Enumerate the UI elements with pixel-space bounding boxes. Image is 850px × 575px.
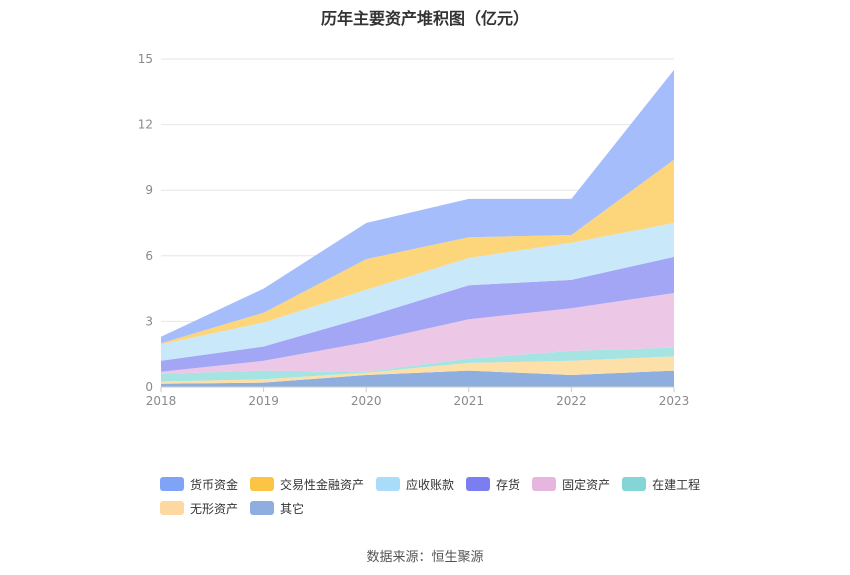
y-tick-label: 15	[138, 52, 153, 66]
legend-swatch	[250, 477, 275, 491]
legend-item[interactable]: 应收账款	[376, 476, 454, 493]
legend-label: 其它	[280, 501, 305, 516]
legend-label: 固定资产	[562, 477, 611, 492]
legend-item[interactable]: 交易性金融资产	[250, 476, 364, 493]
legend-swatch	[250, 501, 275, 515]
source-note: 数据来源：恒生聚源	[366, 550, 484, 565]
area-存货	[161, 256, 674, 372]
legend-swatch	[160, 501, 184, 515]
legend-item[interactable]: 货币资金	[160, 476, 238, 493]
x-tick-label: 2018	[146, 394, 177, 408]
legend-swatch	[160, 477, 184, 491]
y-tick-label: 9	[145, 183, 153, 197]
x-tick-label: 2022	[556, 394, 587, 408]
legend-swatch	[622, 477, 647, 491]
area-固定资产	[161, 293, 674, 374]
legend-row: 货币资金 交易性金融资产 应收账款 存货 固定资产 在建工程	[160, 472, 720, 496]
y-tick-label: 0	[145, 380, 153, 394]
legend-item[interactable]: 无形资产	[160, 500, 238, 517]
x-tick-label: 2020	[351, 394, 382, 408]
legend-label: 无形资产	[190, 501, 239, 516]
y-tick-label: 3	[145, 314, 153, 328]
legend-item[interactable]: 其它	[250, 500, 304, 517]
legend-label: 存货	[496, 477, 521, 492]
area-无形资产	[161, 356, 674, 384]
legend-label: 货币资金	[190, 477, 239, 492]
legend-swatch	[532, 477, 557, 491]
legend-swatch	[376, 477, 401, 491]
area-在建工程	[161, 347, 674, 382]
axes: 0 3 6 9 12 15 2018 2019 2020 2021 2022 2023	[138, 52, 690, 408]
y-tick-label: 6	[145, 249, 153, 263]
area-货币资金	[161, 69, 674, 344]
legend-item[interactable]: 存货	[466, 476, 520, 493]
x-tick-label: 2021	[454, 394, 485, 408]
legend-item[interactable]: 在建工程	[622, 476, 700, 493]
legend: 货币资金 交易性金融资产 应收账款 存货 固定资产 在建工程 无形资产 其它	[160, 472, 720, 520]
legend-swatch	[466, 477, 491, 491]
area-其它	[161, 370, 674, 387]
area-交易性金融资产	[161, 159, 674, 345]
legend-item[interactable]: 固定资产	[532, 476, 610, 493]
x-tick-label: 2023	[659, 394, 690, 408]
chart-title: 历年主要资产堆积图（亿元）	[320, 9, 529, 28]
legend-label: 应收账款	[406, 477, 455, 492]
x-tick-label: 2019	[248, 394, 279, 408]
legend-row: 无形资产 其它	[160, 496, 720, 520]
y-tick-label: 12	[138, 118, 153, 132]
area-应收账款	[161, 223, 674, 361]
legend-label: 交易性金融资产	[280, 477, 365, 492]
area-series	[161, 69, 674, 387]
legend-label: 在建工程	[652, 477, 701, 492]
